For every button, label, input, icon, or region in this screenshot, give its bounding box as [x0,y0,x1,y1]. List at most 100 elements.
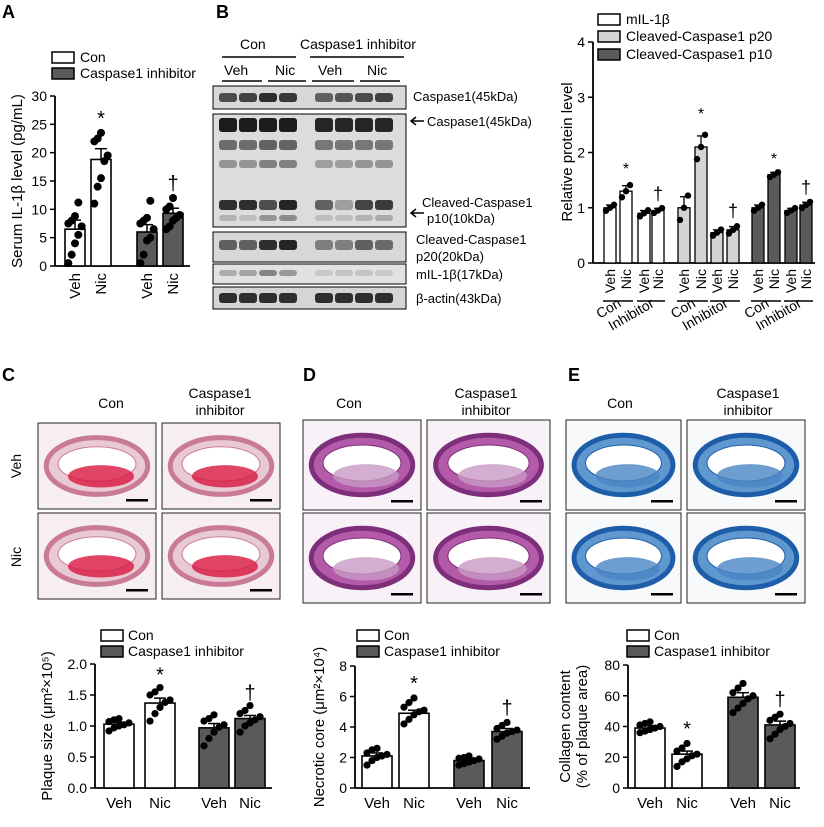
data-point [673,762,681,771]
band-p10 [355,200,373,210]
legend-c: Con Caspase1 inhibitor [100,627,244,659]
data-point [733,223,741,230]
data-point [739,679,747,688]
blot-bands [219,93,393,303]
band-il1b [239,270,257,276]
x-tick-label: Nic [618,269,634,289]
band-p20 [279,240,297,250]
data-point [246,701,254,710]
hist-c-col-con: Con [98,395,124,411]
y-axis-label: Serum IL-1β level (pg/mL) [9,94,26,268]
blot-label-actin: β-actin(43kDa) [416,291,502,306]
plaque-core [332,557,400,581]
panel-letter-b: B [216,2,229,22]
band-actin [335,293,353,303]
band-caspase1-mid [335,118,353,132]
y-tick-label: 1 [577,200,585,216]
y-tick-label: 0 [39,258,47,274]
data-point [400,703,408,711]
legend-e: Con Caspase1 inhibitor [626,627,770,659]
legend-swatch-p10 [597,48,621,61]
data-point [71,212,79,221]
hist-d-col-inhibitor-1: Caspase1 [454,385,517,401]
data-point [729,689,737,697]
band-caspase1-mid [239,118,257,132]
data-point [475,755,483,763]
data-point [791,204,799,212]
band-p10 [375,200,393,210]
band-p10 [315,200,333,210]
scale-bar [391,500,413,503]
data-point [74,230,83,239]
x-tick-label: Nic [769,795,791,812]
x-tick-label: Veh [676,269,692,293]
hist-e-col-inhibitor-2: inhibitor [723,402,772,418]
bar [603,207,617,264]
plaque-core [716,557,784,581]
data-point [734,684,742,692]
y-tick-label: 0.5 [68,749,88,765]
band-p20 [335,240,353,250]
data-point [739,699,747,708]
band-actin [279,293,297,303]
y-tick-label: 6 [339,689,347,705]
data-point [766,735,774,743]
data-point [149,225,158,234]
scale-bar [775,593,797,596]
data-point [139,250,148,259]
bar [764,724,796,789]
data-point [513,726,521,734]
histology-panels [37,419,806,604]
hist-e-col-con: Con [607,395,633,411]
x-tick-label: Veh [783,269,799,293]
legend-label-il1b: mIL-1β [626,11,670,27]
legend-swatch-inhibitor [356,645,380,658]
y-tick-label: 2 [577,145,585,161]
band-caspase1 [375,93,393,102]
data-point [74,198,83,207]
data-point [71,239,79,248]
data-point [420,706,428,714]
blot-lane-nic-2: Nic [367,62,387,78]
band-nonspecific [335,140,353,150]
x-tick-label: Nic [693,269,709,289]
data-point [93,182,102,191]
data-point [146,196,155,205]
x-tick-label: Veh [602,269,618,293]
significance-marker: † [774,689,785,711]
legend-label-p20: Cleaved-Caspase1 p20 [626,28,773,44]
band-p10 [219,200,237,210]
significance-marker: * [771,151,777,168]
y-tick-label: 1.0 [68,718,88,734]
y-tick-label: 25 [31,116,47,132]
band-nonspecific [219,140,237,150]
bar [767,173,781,264]
blot-label-il1b: mIL-1β(17kDa) [416,267,503,282]
x-tick-label: Nic [403,795,425,812]
data-point [97,174,105,183]
blot-label-cleaved-p20-line1: Cleaved-Caspase1 [416,232,527,247]
hist-e-col-inhibitor-1: Caspase1 [716,385,779,401]
bar [799,204,813,264]
band-nonspecific [279,160,297,168]
chart-necrotic-core: 0 2 4 6 8 Necrotic core (μm²×10⁴) Veh Nic Veh Nic… [311,647,530,812]
data-point [622,187,630,195]
y-tick-label: 0 [612,780,620,796]
band-p20 [375,240,393,250]
data-point [115,714,123,723]
band-p10-lower [239,215,257,221]
data-point [373,744,381,752]
y-tick-label: 40 [604,719,620,735]
data-point [67,250,76,259]
data-point [146,233,155,242]
data-point [405,699,413,707]
legend-label-inhibitor: Caspase1 inhibitor [384,643,500,659]
legend-swatch-il1b [597,13,621,26]
y-tick-label: 0.0 [68,780,88,796]
y-tick-label: 60 [604,688,620,704]
band-p10 [279,200,297,210]
x-tick-label: Nic [676,795,698,812]
scale-bar [126,499,148,502]
